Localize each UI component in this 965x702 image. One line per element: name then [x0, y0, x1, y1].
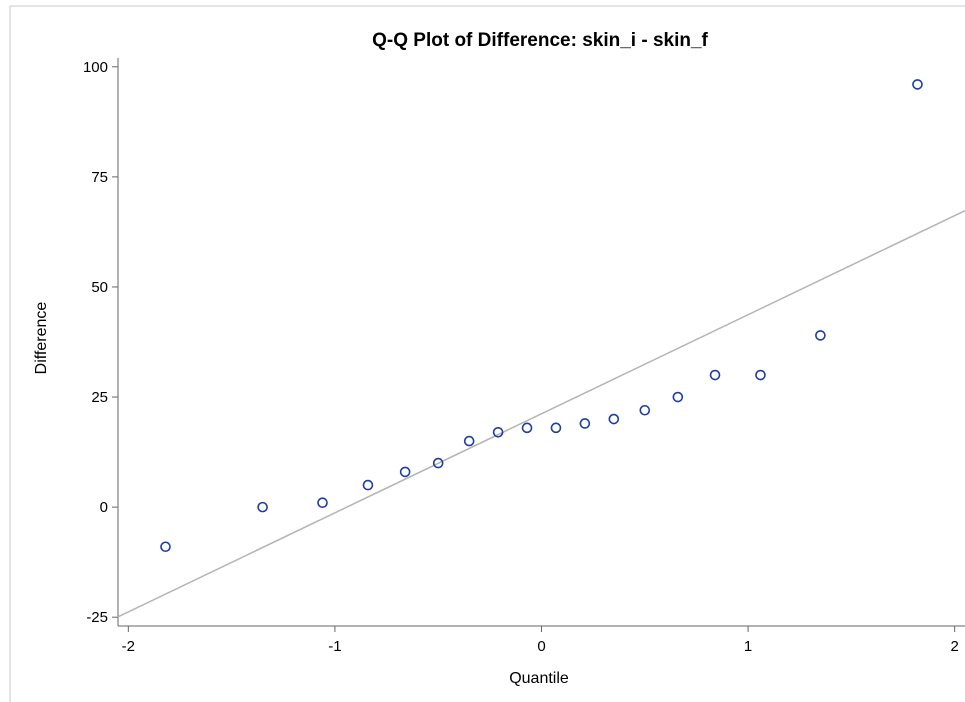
- data-points: [160, 79, 923, 553]
- y-tick-label: 75: [91, 169, 108, 186]
- y-axis-ticks: -25 0 25 50 75 100: [83, 59, 118, 626]
- data-point: [463, 435, 475, 447]
- data-point: [492, 426, 504, 438]
- data-point: [362, 479, 374, 491]
- plot-area: -25 0 25 50 75 100 -2 -1 0 1 2: [83, 58, 965, 655]
- data-point: [639, 404, 651, 416]
- y-tick-label: 50: [91, 279, 108, 296]
- y-tick-label: 25: [91, 389, 108, 406]
- data-point: [521, 422, 533, 434]
- data-point: [579, 418, 591, 429]
- data-point: [912, 79, 923, 90]
- x-axis-ticks: -2 -1 0 1 2: [122, 626, 959, 655]
- data-point: [399, 466, 411, 478]
- y-axis-label: Difference: [33, 302, 50, 375]
- x-tick-label: 2: [950, 638, 958, 655]
- data-point: [432, 457, 444, 469]
- data-point: [257, 501, 268, 513]
- y-tick-label: 100: [83, 59, 108, 76]
- x-axis-label: Quantile: [509, 670, 569, 687]
- y-tick-label: -25: [86, 609, 108, 626]
- x-tick-label: 1: [744, 638, 752, 655]
- x-tick-label: -1: [328, 638, 341, 655]
- y-tick-label: 0: [100, 499, 108, 516]
- data-point: [550, 422, 562, 434]
- data-point: [815, 330, 826, 341]
- data-point: [672, 391, 684, 403]
- x-tick-label: 0: [537, 638, 545, 655]
- data-point: [160, 541, 171, 553]
- data-point: [317, 497, 328, 509]
- chart-title: Q-Q Plot of Difference: skin_i - skin_f: [372, 30, 708, 51]
- data-point: [755, 369, 766, 381]
- reference-line: [117, 210, 965, 618]
- data-point: [608, 413, 620, 425]
- data-point: [709, 369, 721, 381]
- x-tick-label: -2: [122, 638, 135, 655]
